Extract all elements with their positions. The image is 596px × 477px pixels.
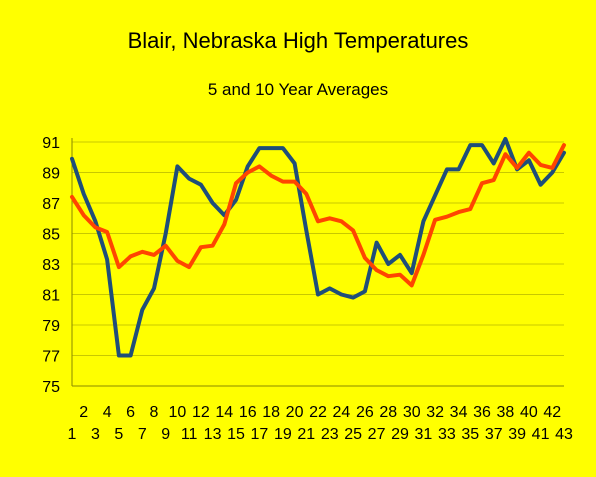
x-tick-label: 35 — [461, 426, 479, 443]
y-tick-label: 75 — [42, 379, 60, 396]
axes — [71, 138, 564, 387]
x-tick-label: 38 — [497, 404, 515, 421]
x-tick-label: 33 — [438, 426, 456, 443]
x-tick-label: 30 — [403, 404, 421, 421]
x-tick-label: 31 — [415, 426, 433, 443]
y-tick-labels: 75 77 79 81 83 85 87 89 91 — [42, 135, 60, 396]
x-tick-label: 13 — [204, 426, 222, 443]
x-tick-label: 41 — [532, 426, 550, 443]
x-tick-label: 19 — [274, 426, 292, 443]
x-tick-label: 16 — [239, 404, 257, 421]
x-tick-label: 7 — [138, 426, 147, 443]
x-tick-label: 14 — [215, 404, 233, 421]
x-tick-label: 2 — [79, 404, 88, 421]
x-tick-label: 29 — [391, 426, 409, 443]
x-tick-label: 42 — [543, 404, 561, 421]
x-tick-label: 26 — [356, 404, 374, 421]
y-tick-label: 85 — [42, 227, 60, 244]
x-tick-label: 27 — [368, 426, 386, 443]
x-tick-label: 34 — [450, 404, 468, 421]
y-tick-label: 79 — [42, 318, 60, 335]
x-tick-label: 6 — [126, 404, 135, 421]
x-tick-label: 9 — [161, 426, 170, 443]
x-tick-label: 20 — [286, 404, 304, 421]
chart-title: Blair, Nebraska High Temperatures — [128, 28, 469, 53]
y-tick-label: 89 — [42, 166, 60, 183]
y-tick-label: 77 — [42, 349, 60, 366]
x-tick-label: 43 — [555, 426, 573, 443]
x-tick-label: 3 — [91, 426, 100, 443]
series-line-2 — [70, 143, 566, 288]
x-tick-label: 39 — [508, 426, 526, 443]
y-tick-label: 81 — [42, 288, 60, 305]
x-tick-labels: 1234567891011121314151617181920212223242… — [68, 404, 573, 443]
x-tick-label: 25 — [344, 426, 362, 443]
x-tick-label: 8 — [150, 404, 159, 421]
x-tick-label: 37 — [485, 426, 503, 443]
x-tick-label: 1 — [68, 426, 77, 443]
x-tick-label: 28 — [379, 404, 397, 421]
y-tick-label: 83 — [42, 257, 60, 274]
x-tick-label: 17 — [251, 426, 269, 443]
x-tick-label: 12 — [192, 404, 210, 421]
series — [70, 136, 566, 358]
x-tick-label: 18 — [262, 404, 280, 421]
x-tick-label: 23 — [321, 426, 339, 443]
x-tick-label: 40 — [520, 404, 538, 421]
x-tick-label: 15 — [227, 426, 245, 443]
y-tick-label: 87 — [42, 196, 60, 213]
chart-subtitle: 5 and 10 Year Averages — [208, 80, 388, 99]
x-tick-label: 5 — [114, 426, 123, 443]
x-tick-label: 21 — [297, 426, 315, 443]
x-tick-label: 22 — [309, 404, 327, 421]
x-tick-label: 32 — [426, 404, 444, 421]
x-tick-label: 11 — [181, 426, 198, 443]
x-tick-label: 24 — [333, 404, 351, 421]
x-tick-label: 4 — [103, 404, 112, 421]
grid — [72, 141, 564, 356]
series-line-1 — [70, 136, 566, 358]
y-tick-label: 91 — [42, 135, 60, 152]
x-tick-label: 36 — [473, 404, 491, 421]
x-tick-label: 10 — [169, 404, 187, 421]
